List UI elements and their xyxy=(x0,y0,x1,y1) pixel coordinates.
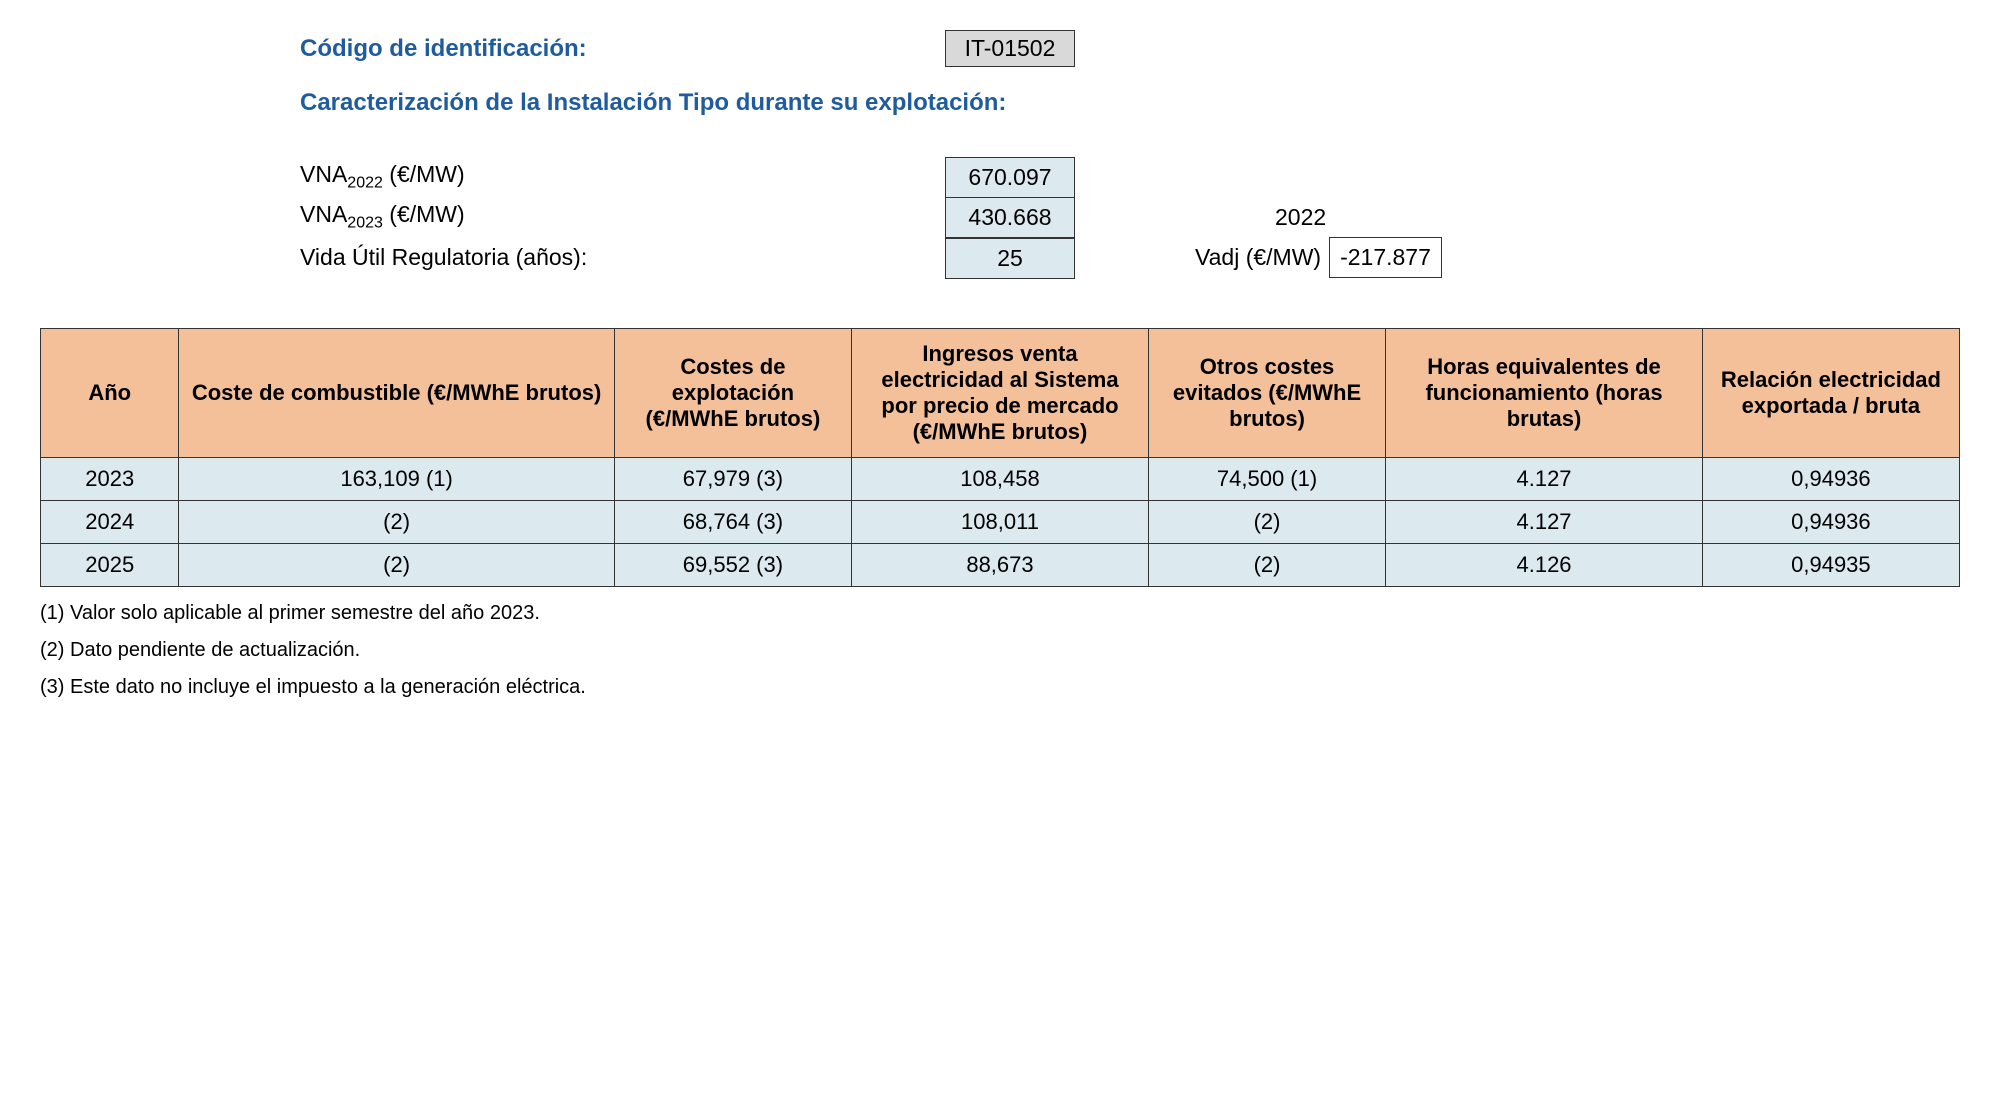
vna2022-value: 670.097 xyxy=(945,157,1075,198)
vna2022-row: VNA2022 (€/MW) 670.097 xyxy=(300,157,1960,197)
cell-ingresos: 108,458 xyxy=(852,458,1149,501)
cell-horas: 4.126 xyxy=(1386,544,1703,587)
vna2023-label: VNA2023 (€/MW) xyxy=(300,201,945,233)
cell-otros: 74,500 (1) xyxy=(1148,458,1385,501)
code-value-box: IT-01502 xyxy=(945,30,1075,67)
data-table: Año Coste de combustible (€/MWhE brutos)… xyxy=(40,328,1960,587)
table-row: 2025 (2) 69,552 (3) 88,673 (2) 4.126 0,9… xyxy=(41,544,1960,587)
vadj-label: Vadj (€/MW) xyxy=(1195,244,1321,271)
vna2023-sub: 2023 xyxy=(347,215,383,232)
vna2023-unit: (€/MW) xyxy=(383,201,465,227)
code-label: Código de identificación: xyxy=(300,35,945,63)
vadj-value: -217.877 xyxy=(1329,237,1442,278)
table-row: 2024 (2) 68,764 (3) 108,011 (2) 4.127 0,… xyxy=(41,501,1960,544)
params-section: VNA2022 (€/MW) 670.097 VNA2023 (€/MW) 43… xyxy=(300,157,1960,278)
table-head: Año Coste de combustible (€/MWhE brutos)… xyxy=(41,329,1960,458)
vida-label: Vida Útil Regulatoria (años): xyxy=(300,244,945,271)
vida-value: 25 xyxy=(945,238,1075,279)
cell-ingresos: 88,673 xyxy=(852,544,1149,587)
cell-combustible: (2) xyxy=(179,501,614,544)
cell-relacion: 0,94935 xyxy=(1702,544,1959,587)
cell-costes: 69,552 (3) xyxy=(614,544,851,587)
vna2022-label: VNA2022 (€/MW) xyxy=(300,161,945,193)
cell-horas: 4.127 xyxy=(1386,501,1703,544)
vida-row: Vida Útil Regulatoria (años): 25 Vadj (€… xyxy=(300,237,1960,278)
header-costes: Costes de explotación (€/MWhE brutos) xyxy=(614,329,851,458)
cell-costes: 67,979 (3) xyxy=(614,458,851,501)
footnote-3: (3) Este dato no incluye el impuesto a l… xyxy=(40,676,1960,699)
header-ano: Año xyxy=(41,329,179,458)
vadj-group: Vadj (€/MW) -217.877 xyxy=(1195,237,1442,278)
vna2022-unit: (€/MW) xyxy=(383,161,465,187)
vna2023-value: 430.668 xyxy=(945,197,1075,238)
vna2023-prefix: VNA xyxy=(300,201,347,227)
cell-ano: 2025 xyxy=(41,544,179,587)
cell-relacion: 0,94936 xyxy=(1702,458,1959,501)
table-body: 2023 163,109 (1) 67,979 (3) 108,458 74,5… xyxy=(41,458,1960,587)
year-right: 2022 xyxy=(1275,204,1326,231)
cell-ingresos: 108,011 xyxy=(852,501,1149,544)
header-ingresos: Ingresos venta electricidad al Sistema p… xyxy=(852,329,1149,458)
vna2022-prefix: VNA xyxy=(300,161,347,187)
footnote-1: (1) Valor solo aplicable al primer semes… xyxy=(40,602,1960,625)
footnotes: (1) Valor solo aplicable al primer semes… xyxy=(40,602,1960,699)
header-horas: Horas equivalentes de funcionamiento (ho… xyxy=(1386,329,1703,458)
header-section: Código de identificación: IT-01502 Carac… xyxy=(300,30,1960,117)
table-row: 2023 163,109 (1) 67,979 (3) 108,458 74,5… xyxy=(41,458,1960,501)
cell-combustible: 163,109 (1) xyxy=(179,458,614,501)
document-container: Código de identificación: IT-01502 Carac… xyxy=(40,30,1960,699)
cell-otros: (2) xyxy=(1148,544,1385,587)
subtitle: Caracterización de la Instalación Tipo d… xyxy=(300,89,1960,117)
code-row: Código de identificación: IT-01502 xyxy=(300,30,1960,67)
vna2022-sub: 2022 xyxy=(347,175,383,192)
header-row: Año Coste de combustible (€/MWhE brutos)… xyxy=(41,329,1960,458)
header-combustible: Coste de combustible (€/MWhE brutos) xyxy=(179,329,614,458)
header-otros: Otros costes evitados (€/MWhE brutos) xyxy=(1148,329,1385,458)
cell-ano: 2023 xyxy=(41,458,179,501)
cell-costes: 68,764 (3) xyxy=(614,501,851,544)
footnote-2: (2) Dato pendiente de actualización. xyxy=(40,639,1960,662)
header-relacion: Relación electricidad exportada / bruta xyxy=(1702,329,1959,458)
cell-otros: (2) xyxy=(1148,501,1385,544)
cell-horas: 4.127 xyxy=(1386,458,1703,501)
cell-combustible: (2) xyxy=(179,544,614,587)
cell-relacion: 0,94936 xyxy=(1702,501,1959,544)
vna2023-row: VNA2023 (€/MW) 430.668 2022 xyxy=(300,197,1960,237)
cell-ano: 2024 xyxy=(41,501,179,544)
